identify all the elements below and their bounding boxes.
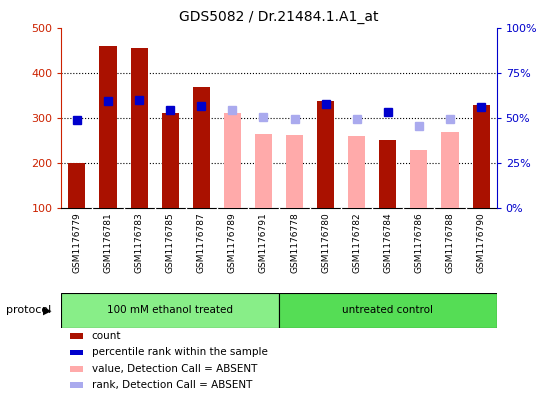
Text: rank, Detection Call = ABSENT: rank, Detection Call = ABSENT: [92, 380, 252, 390]
Bar: [69, 163, 85, 208]
Text: GSM1176789: GSM1176789: [228, 213, 237, 273]
Text: GSM1176783: GSM1176783: [134, 213, 143, 273]
Text: GSM1176785: GSM1176785: [166, 213, 175, 273]
Bar: [70, 333, 83, 339]
Text: protocol: protocol: [6, 305, 51, 316]
Text: 100 mM ethanol treated: 100 mM ethanol treated: [107, 305, 233, 316]
Text: GSM1176787: GSM1176787: [197, 213, 206, 273]
Bar: [162, 113, 179, 208]
Bar: [61, 293, 279, 328]
Text: count: count: [92, 331, 121, 341]
Text: GSM1176790: GSM1176790: [477, 213, 485, 273]
Bar: [379, 140, 396, 208]
Bar: [70, 366, 83, 371]
Text: GDS5082 / Dr.21484.1.A1_at: GDS5082 / Dr.21484.1.A1_at: [179, 10, 379, 24]
Text: GSM1176782: GSM1176782: [352, 213, 361, 273]
Bar: [286, 135, 303, 208]
Text: GSM1176779: GSM1176779: [73, 213, 81, 273]
Bar: [131, 48, 148, 208]
Text: GSM1176786: GSM1176786: [415, 213, 424, 273]
Bar: [473, 105, 489, 208]
Bar: [348, 136, 365, 208]
Text: GSM1176784: GSM1176784: [383, 213, 392, 273]
Bar: [70, 350, 83, 355]
Bar: [224, 113, 241, 208]
Bar: [255, 134, 272, 208]
Text: untreated control: untreated control: [342, 305, 434, 316]
Bar: [70, 382, 83, 388]
Bar: [410, 151, 427, 208]
Bar: [441, 132, 459, 208]
Text: ▶: ▶: [43, 305, 52, 316]
Text: GSM1176788: GSM1176788: [445, 213, 454, 273]
Text: percentile rank within the sample: percentile rank within the sample: [92, 347, 268, 358]
Bar: [99, 46, 117, 208]
Bar: [317, 101, 334, 208]
Bar: [193, 87, 210, 208]
Bar: [279, 293, 497, 328]
Text: GSM1176781: GSM1176781: [104, 213, 113, 273]
Text: GSM1176780: GSM1176780: [321, 213, 330, 273]
Text: value, Detection Call = ABSENT: value, Detection Call = ABSENT: [92, 364, 257, 374]
Text: GSM1176778: GSM1176778: [290, 213, 299, 273]
Text: GSM1176791: GSM1176791: [259, 213, 268, 273]
